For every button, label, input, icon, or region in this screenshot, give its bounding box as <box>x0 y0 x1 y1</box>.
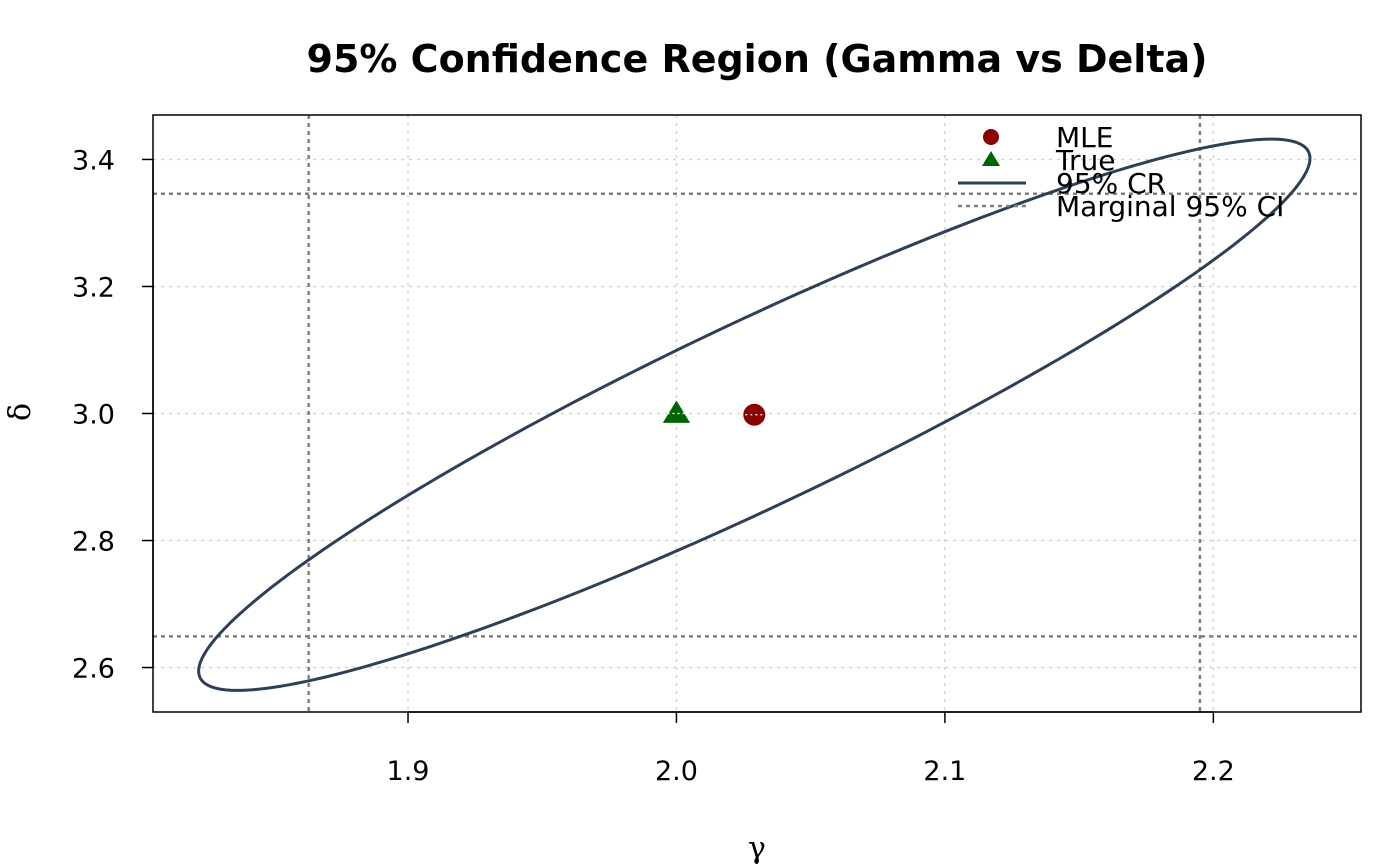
legend-mle-symbol <box>983 129 999 145</box>
true-point <box>662 400 691 423</box>
x-axis-label: γ <box>748 831 766 866</box>
legend-label: 95% CR <box>1056 167 1166 200</box>
legend-true-symbol <box>982 151 1000 166</box>
axes: 1.9 2.0 2.1 2.2 2.6 2.8 3.0 3.2 3.4 <box>72 145 1235 787</box>
x-tick-label: 2.0 <box>655 756 698 787</box>
x-tick-label: 2.1 <box>923 756 966 787</box>
y-axis-label: δ <box>3 403 38 421</box>
legend-label: MLE <box>1056 121 1113 154</box>
chart-title: 95% Confidence Region (Gamma vs Delta) <box>307 37 1208 81</box>
legend-label: True <box>1055 144 1115 177</box>
point-markers <box>662 400 766 426</box>
y-tick-label: 3.4 <box>72 145 115 176</box>
y-tick-label: 3.0 <box>72 400 115 431</box>
confidence-region-ellipse <box>197 137 1312 692</box>
x-tick-label: 1.9 <box>387 756 430 787</box>
y-tick-label: 2.6 <box>72 654 115 685</box>
y-tick-label: 3.2 <box>72 272 115 303</box>
legend-label: Marginal 95% CI <box>1056 190 1284 223</box>
x-tick-label: 2.2 <box>1192 756 1235 787</box>
y-tick-label: 2.8 <box>72 527 115 558</box>
mle-point <box>743 403 766 426</box>
marginal-ci-lines <box>153 115 1361 712</box>
